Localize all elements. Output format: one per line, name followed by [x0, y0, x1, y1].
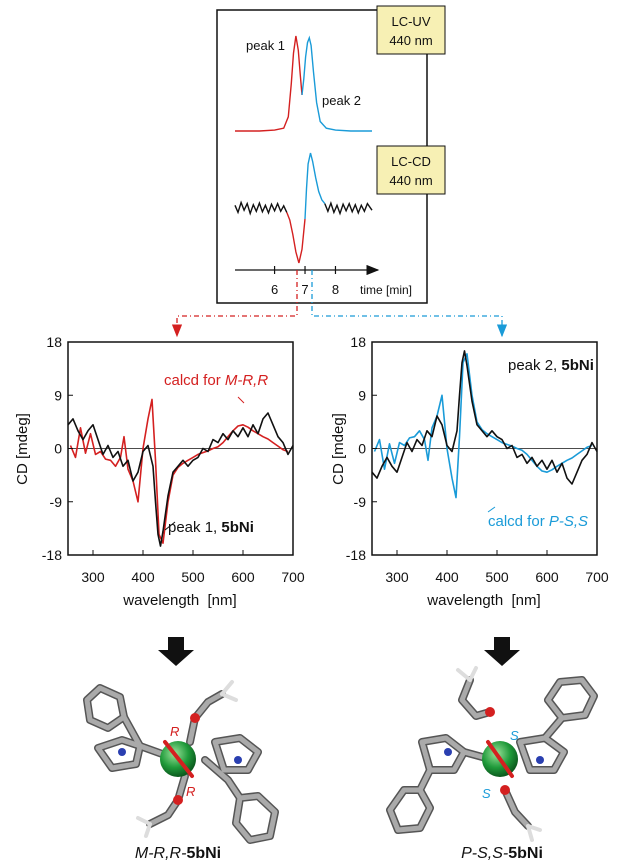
uv-series-peak-2 — [301, 35, 372, 132]
right-calcd-annotation: calcd for P-S,S — [488, 513, 588, 530]
left-peak-leader — [164, 521, 176, 531]
left-x-ticks: 300 400 500 600 700 — [81, 550, 305, 585]
right-y-tick-label--9: -9 — [354, 494, 367, 510]
peak1-connector — [171, 270, 298, 338]
left-y-tick-label-9: 9 — [54, 387, 62, 403]
left-x-tick-label-500: 500 — [181, 569, 205, 585]
right-molecule-caption: P-S,S-5bNi — [461, 845, 543, 862]
right-cd-chart: 18 9 0 -9 -18 300 400 500 600 700 CD [mdeg] wave… — [330, 334, 609, 609]
peak2-connector — [311, 270, 508, 338]
left-calcd-annotation: calcd for M-R,R — [164, 372, 268, 389]
cd-series-noise-right — [324, 200, 373, 216]
time-axis-label: time [min] — [360, 283, 412, 297]
left-x-axis-label: wavelength [nm] — [122, 592, 236, 609]
right-y-axis-label: CD [mdeg] — [330, 413, 347, 485]
left-y-tick-label-18: 18 — [46, 334, 62, 350]
uv-badge-box — [376, 5, 446, 55]
cd-series-noise-left — [234, 200, 288, 216]
right-calcd-leader — [487, 506, 496, 513]
left-y-tick-label--9: -9 — [50, 494, 63, 510]
right-x-tick-label-600: 600 — [535, 569, 559, 585]
left-down-arrow — [158, 637, 194, 666]
right-down-arrow — [484, 637, 520, 666]
right-y-ticks: 18 9 0 -9 -18 — [346, 334, 377, 563]
left-series — [67, 398, 294, 547]
right-series — [371, 350, 598, 499]
time-tick-label-7: 7 — [301, 282, 308, 297]
left-molecule-model: R R — [83, 680, 279, 844]
right-molecule-model: S S — [386, 666, 598, 842]
right-x-ticks: 300 400 500 600 700 — [385, 550, 609, 585]
connector-arrows — [171, 270, 508, 338]
right-stereo-label-2: S — [482, 786, 491, 801]
uv-badge: LC-UV 440 nm — [376, 5, 446, 55]
right-x-tick-label-500: 500 — [485, 569, 509, 585]
cd-series-peak-2 — [304, 152, 326, 220]
uv-series-peak-1 — [235, 35, 303, 132]
cd-badge-line1: LC-CD — [391, 154, 431, 169]
left-stereo-label-2: R — [186, 784, 195, 799]
left-cd-chart: 18 9 0 -9 -18 300 400 500 600 700 CD [mdeg] wave… — [14, 334, 305, 609]
left-y-tick-label-0: 0 — [54, 441, 62, 457]
peak2-label: peak 2 — [322, 93, 361, 108]
left-x-tick-label-600: 600 — [231, 569, 255, 585]
time-axis-ticks: 6 7 8 — [271, 266, 339, 297]
right-y-tick-label--18: -18 — [346, 547, 366, 563]
time-tick-label-6: 6 — [271, 282, 278, 297]
right-x-axis-label: wavelength [nm] — [426, 592, 540, 609]
lc-uv-trace — [235, 35, 372, 132]
right-y-tick-label-9: 9 — [358, 387, 366, 403]
lc-cd-trace — [234, 152, 373, 264]
left-y-tick-label--18: -18 — [42, 547, 62, 563]
time-tick-label-8: 8 — [332, 282, 339, 297]
right-peak-annotation: peak 2, 5bNi — [508, 357, 594, 374]
right-series-peak-2-5bni — [371, 350, 598, 485]
cd-badge-box — [376, 145, 446, 195]
right-y-tick-label-18: 18 — [350, 334, 366, 350]
left-y-axis-label: CD [mdeg] — [14, 413, 31, 485]
right-x-tick-label-300: 300 — [385, 569, 409, 585]
left-x-tick-label-700: 700 — [281, 569, 305, 585]
left-x-tick-label-300: 300 — [81, 569, 105, 585]
uv-badge-line1: LC-UV — [391, 14, 430, 29]
peak1-label: peak 1 — [246, 38, 285, 53]
left-calcd-leader — [237, 396, 245, 404]
left-molecule-caption: M-R,R-5bNi — [135, 845, 221, 862]
cd-series-peak-1 — [286, 212, 306, 264]
cd-badge-line2: 440 nm — [389, 173, 432, 188]
chromatogram-panel: peak 1 peak 2 LC-UV 440 nm LC-CD 440 nm … — [216, 5, 446, 304]
left-stereo-label-1: R — [170, 724, 179, 739]
right-stereo-label-1: S — [510, 728, 519, 743]
right-series-calcd-for-p-s-s — [373, 352, 593, 499]
right-x-tick-label-700: 700 — [585, 569, 609, 585]
left-x-tick-label-400: 400 — [131, 569, 155, 585]
cd-badge: LC-CD 440 nm — [376, 145, 446, 195]
left-peak-annotation: peak 1, 5bNi — [168, 519, 254, 536]
right-y-tick-label-0: 0 — [358, 441, 366, 457]
left-series-peak-1-5bni — [67, 412, 294, 547]
left-y-ticks: 18 9 0 -9 -18 — [42, 334, 73, 563]
right-x-tick-label-400: 400 — [435, 569, 459, 585]
uv-badge-line2: 440 nm — [389, 33, 432, 48]
